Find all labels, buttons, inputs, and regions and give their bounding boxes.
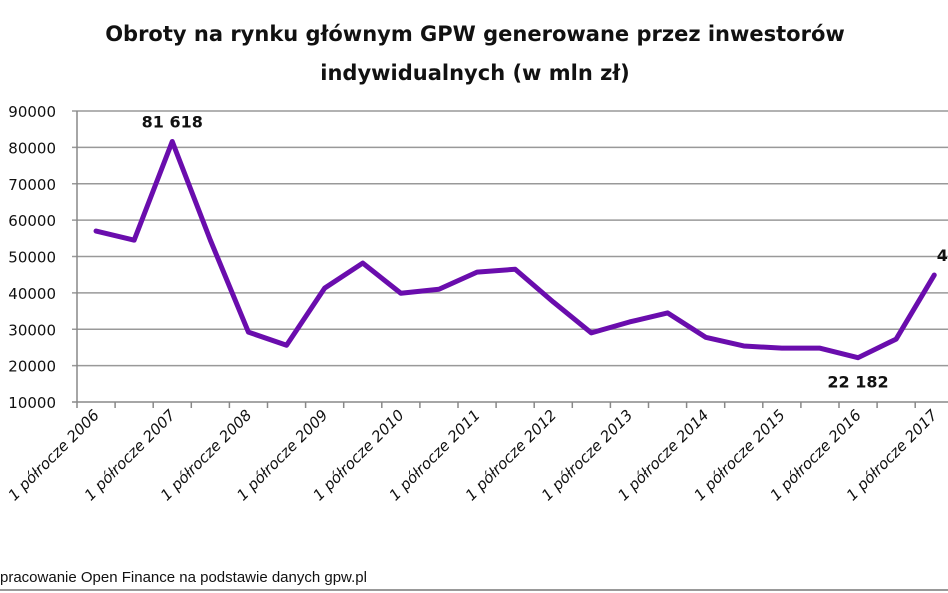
series bbox=[93, 138, 937, 361]
data-point bbox=[856, 355, 861, 360]
data-labels: 81 618 22 182 44 9 bbox=[142, 112, 948, 391]
data-point bbox=[94, 229, 99, 234]
y-tick-label: 60000 bbox=[8, 212, 56, 230]
data-point bbox=[551, 299, 556, 304]
data-point bbox=[932, 273, 937, 278]
data-point bbox=[513, 267, 518, 272]
data-label: 81 618 bbox=[142, 112, 203, 131]
data-point bbox=[894, 337, 899, 342]
source-note: pracowanie Open Finance na podstawie dan… bbox=[0, 569, 367, 586]
data-point bbox=[208, 238, 213, 243]
data-point bbox=[817, 346, 822, 351]
data-label: 44 9 bbox=[937, 246, 948, 265]
y-tick-label: 70000 bbox=[8, 176, 56, 194]
y-tick-label: 10000 bbox=[8, 394, 56, 412]
data-point bbox=[741, 343, 746, 348]
data-point bbox=[436, 287, 441, 292]
data-point bbox=[246, 330, 251, 335]
data-point bbox=[665, 310, 670, 315]
y-tick-label: 90000 bbox=[8, 103, 56, 121]
data-point bbox=[170, 139, 175, 144]
data-point bbox=[398, 291, 403, 296]
data-point bbox=[322, 286, 327, 291]
data-point bbox=[360, 261, 365, 266]
data-point bbox=[475, 270, 480, 275]
y-axis-ticks: 10000 20000 30000 40000 50000 60000 70000 80000… bbox=[8, 103, 56, 412]
data-point bbox=[627, 319, 632, 324]
gridlines bbox=[72, 110, 948, 403]
data-point bbox=[703, 335, 708, 340]
data-point bbox=[589, 330, 594, 335]
y-tick-label: 50000 bbox=[8, 249, 56, 267]
data-point bbox=[779, 346, 784, 351]
y-tick-label: 30000 bbox=[8, 321, 56, 339]
data-point bbox=[284, 343, 289, 348]
y-tick-label: 20000 bbox=[8, 358, 56, 376]
data-label: 22 182 bbox=[827, 373, 888, 392]
y-tick-label: 40000 bbox=[8, 285, 56, 303]
data-point bbox=[132, 238, 137, 243]
chart-title-line-1: Obroty na rynku głównym GPW generowane p… bbox=[105, 22, 845, 46]
chart-title-line-2: indywidualnych (w mln zł) bbox=[320, 61, 629, 85]
series-line bbox=[93, 138, 937, 361]
y-tick-label: 80000 bbox=[8, 139, 56, 157]
